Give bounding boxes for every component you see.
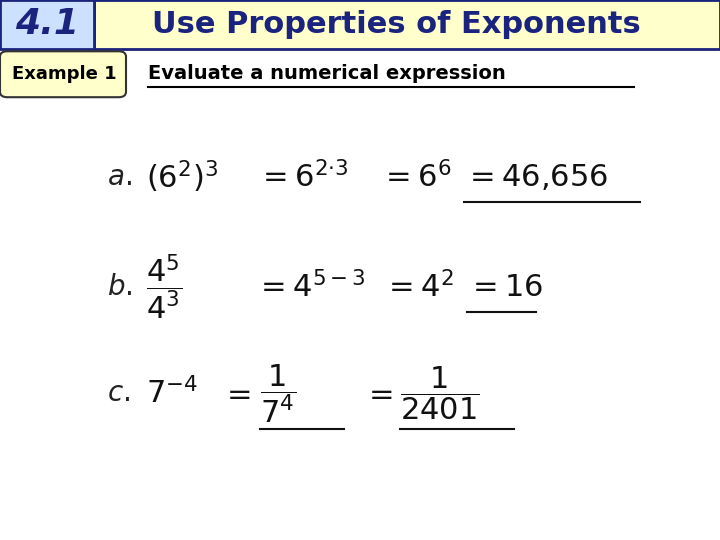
Text: $\dfrac{4^{5}}{4^{3}}$: $\dfrac{4^{5}}{4^{3}}$ xyxy=(145,253,182,322)
Text: $\dfrac{1}{2401}$: $\dfrac{1}{2401}$ xyxy=(400,364,480,422)
Text: Evaluate a numerical expression: Evaluate a numerical expression xyxy=(148,64,505,84)
Text: $=$: $=$ xyxy=(364,379,394,408)
Text: $7^{-4}$: $7^{-4}$ xyxy=(145,377,198,409)
Point xyxy=(340,426,348,432)
Point xyxy=(510,426,518,432)
Point xyxy=(635,199,644,205)
Point xyxy=(459,199,468,205)
Text: $a.$: $a.$ xyxy=(107,163,132,191)
Text: $= 4^{5-3}$: $= 4^{5-3}$ xyxy=(255,271,366,303)
Text: $=$: $=$ xyxy=(221,379,251,408)
Point xyxy=(256,426,264,432)
Text: $= 16$: $= 16$ xyxy=(467,273,543,302)
Text: $= 6^{2{\cdot}3}$: $= 6^{2{\cdot}3}$ xyxy=(258,161,348,193)
Text: 4.1: 4.1 xyxy=(15,8,78,41)
Text: $= 6^{6}$: $= 6^{6}$ xyxy=(380,161,451,193)
Text: $= 46{,}656$: $= 46{,}656$ xyxy=(464,162,608,192)
Text: $c.$: $c.$ xyxy=(107,379,130,407)
Text: $b.$: $b.$ xyxy=(107,273,132,301)
Point xyxy=(395,426,404,432)
Text: $\dfrac{1}{7^{4}}$: $\dfrac{1}{7^{4}}$ xyxy=(260,362,297,424)
Point xyxy=(462,309,471,315)
Text: Example 1: Example 1 xyxy=(12,65,117,83)
Point xyxy=(532,309,541,315)
Text: Use Properties of Exponents: Use Properties of Exponents xyxy=(152,10,640,39)
Text: $\left(6^{2}\right)^{3}$: $\left(6^{2}\right)^{3}$ xyxy=(145,159,218,195)
Text: $= 4^{2}$: $= 4^{2}$ xyxy=(383,271,454,303)
